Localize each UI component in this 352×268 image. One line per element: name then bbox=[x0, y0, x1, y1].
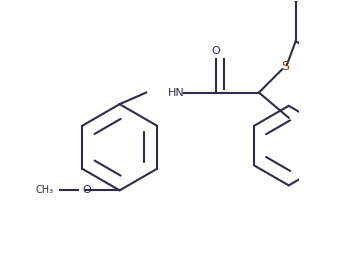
Text: CH₃: CH₃ bbox=[35, 185, 54, 195]
Text: O: O bbox=[212, 46, 220, 56]
Text: O: O bbox=[82, 185, 91, 195]
Text: HN: HN bbox=[168, 88, 184, 98]
Text: S: S bbox=[281, 59, 289, 73]
